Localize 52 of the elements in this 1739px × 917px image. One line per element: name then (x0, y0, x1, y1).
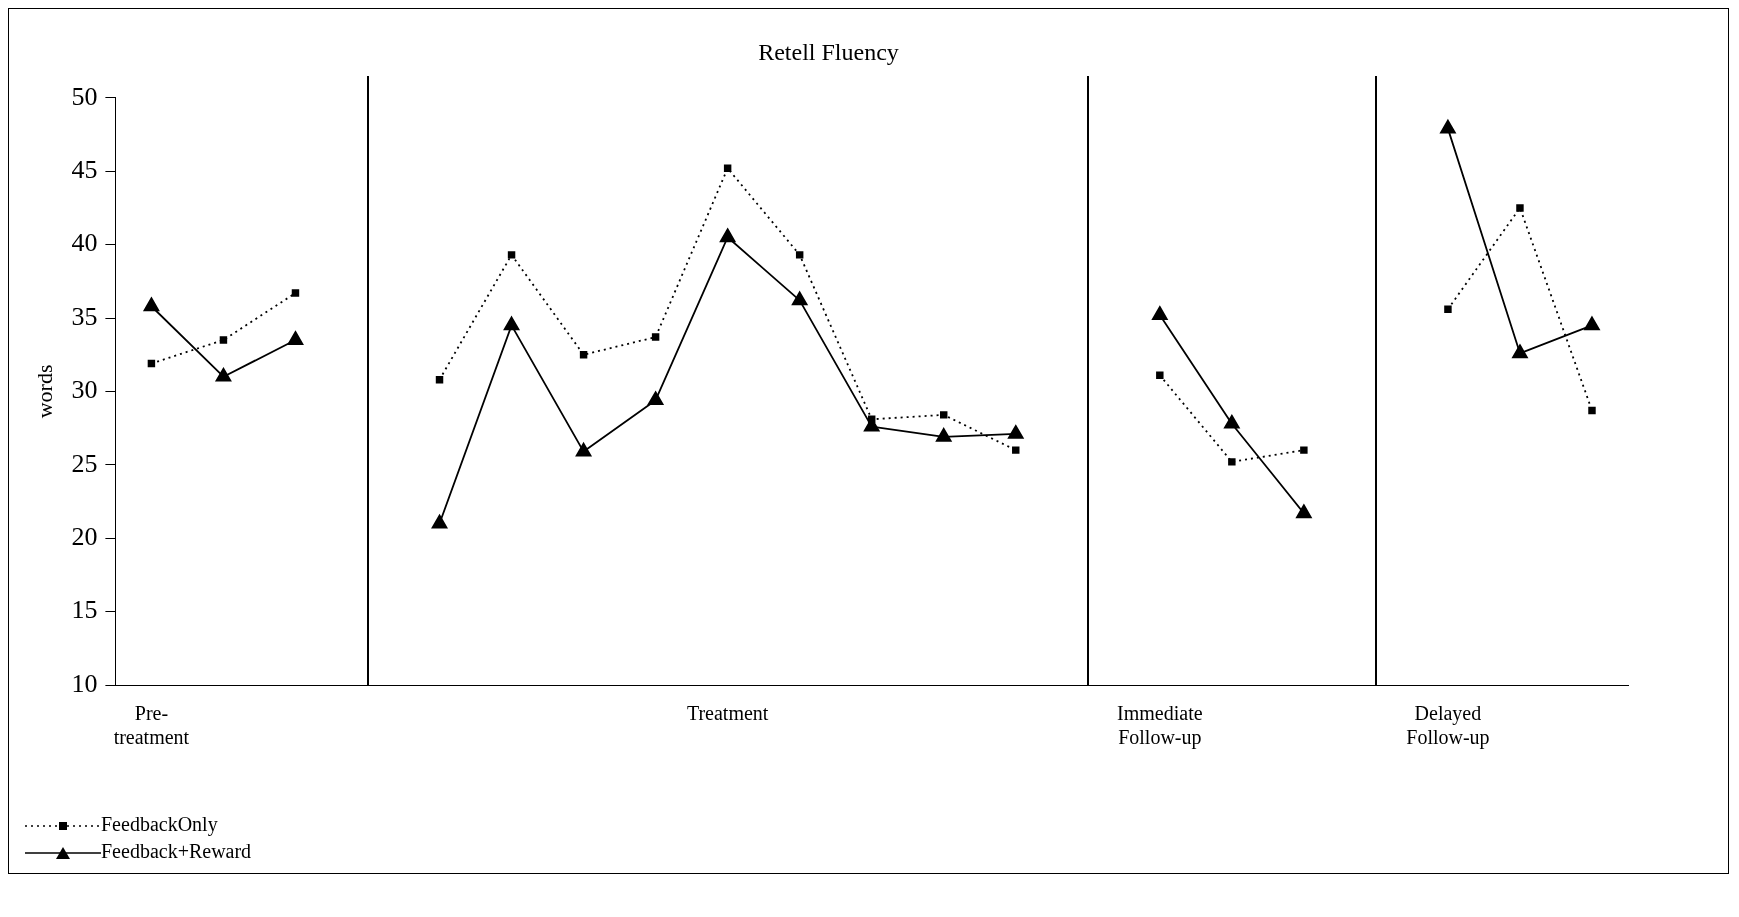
point (719, 228, 736, 243)
point (723, 164, 732, 172)
y-tick-label: 40 (71, 228, 98, 258)
point (575, 442, 592, 457)
point (1300, 446, 1308, 454)
point (287, 331, 304, 345)
point (507, 251, 516, 259)
point (1007, 425, 1024, 439)
point (143, 297, 160, 312)
point (795, 251, 804, 259)
point (219, 336, 228, 344)
point (1296, 504, 1312, 519)
point (1444, 305, 1452, 313)
point (291, 289, 300, 297)
point (1512, 344, 1528, 359)
point (791, 291, 808, 306)
chart-title: Retell Fluency (758, 38, 899, 65)
point (215, 367, 232, 382)
point (1588, 406, 1596, 415)
point (435, 375, 444, 384)
point (1151, 306, 1168, 320)
point (651, 333, 660, 341)
x-tick-label: Treatment (686, 702, 769, 725)
x-tick-label: Immediate Follow-up (1117, 702, 1203, 750)
y-axis-title: words (31, 364, 57, 419)
point (1516, 204, 1524, 212)
y-tick-label: 35 (71, 301, 98, 331)
point (1584, 316, 1600, 331)
y-tick-label: 25 (71, 448, 98, 478)
y-tick-label: 10 (71, 668, 98, 698)
y-tick-label: 20 (71, 522, 98, 552)
point (935, 428, 952, 442)
point (503, 316, 520, 331)
point (147, 359, 156, 368)
point (867, 415, 876, 424)
legend-label: Feedback+Reward (101, 840, 252, 862)
point (1440, 119, 1456, 134)
point (1012, 446, 1020, 454)
point (1156, 371, 1164, 379)
point (1224, 414, 1240, 429)
point (1228, 458, 1236, 466)
y-tick-label: 45 (71, 155, 98, 185)
x-tick-label: Pre- treatment (113, 702, 190, 749)
y-tick-label: 15 (71, 595, 98, 625)
y-tick-label: 50 (71, 81, 98, 111)
x-tick-label: Delayed Follow-up (1406, 702, 1490, 750)
point (579, 350, 588, 359)
point (431, 514, 448, 529)
point (940, 411, 948, 419)
legend-label: FeedbackOnly (101, 813, 218, 835)
point (647, 391, 664, 406)
y-tick-label: 30 (71, 375, 98, 405)
